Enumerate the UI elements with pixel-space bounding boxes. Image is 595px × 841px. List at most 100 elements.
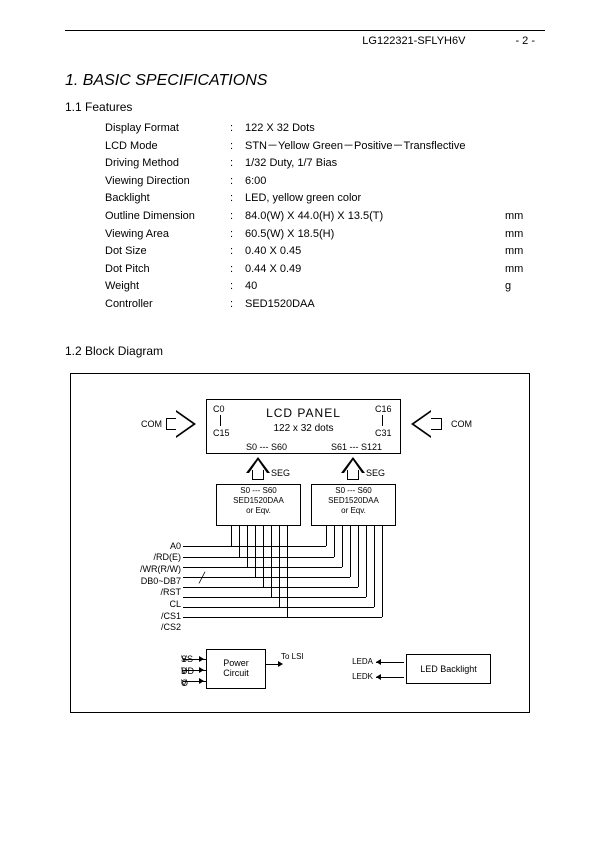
features-table: Display Format:122 X 32 DotsLCD Mode:STN… [105, 120, 545, 314]
feature-label: Backlight [105, 190, 230, 208]
signal-label: DB0~DB7 [131, 576, 181, 588]
signal-label: CL [131, 599, 181, 611]
com-right-label: COM [451, 419, 472, 429]
arrow-icon [199, 667, 204, 673]
feature-value: 6:00 [245, 173, 505, 191]
feature-colon: : [230, 120, 245, 138]
feature-row: Driving Method:1/32 Duty, 1/7 Bias [105, 155, 545, 173]
lcd-c31: C31 [375, 428, 392, 438]
lcd-c0: C0 [213, 404, 225, 414]
com-arrow-right-head [411, 410, 431, 438]
ctrl2-s: S0 --- S60 [312, 486, 395, 496]
bus-slash-icon: ╱ [199, 573, 205, 584]
feature-row: Display Format:122 X 32 Dots [105, 120, 545, 138]
feature-label: Controller [105, 296, 230, 314]
lcd-panel-sub: 122 x 32 dots [207, 423, 400, 434]
feature-label: Viewing Direction [105, 173, 230, 191]
seg-label-1: SEG [271, 468, 290, 478]
signal-label: /RD(E) [131, 552, 181, 564]
feature-value: 40 [245, 278, 505, 296]
header-part-number: LG122321-SFLYH6V [362, 35, 465, 47]
lcd-c15: C15 [213, 428, 230, 438]
ctrl2-name: SED1520DAA [312, 496, 395, 506]
feature-colon: : [230, 138, 245, 156]
feature-unit [505, 138, 545, 156]
feature-row: Dot Pitch:0.44 X 0.49mm [105, 261, 545, 279]
power-circuit-box: Power Circuit [206, 649, 266, 689]
feature-unit: g [505, 278, 545, 296]
signal-label: A0 [131, 541, 181, 553]
power-label-1: Power [207, 658, 265, 669]
feature-colon: : [230, 243, 245, 261]
block-diagram-heading: 1.2 Block Diagram [65, 344, 545, 358]
feature-colon: : [230, 296, 245, 314]
feature-value: 0.44 X 0.49 [245, 261, 505, 279]
feature-label: Weight [105, 278, 230, 296]
feature-colon: : [230, 278, 245, 296]
ctrl1-name: SED1520DAA [217, 496, 300, 506]
feature-value: STN－Yellow Green－Positive－Transflective [245, 138, 505, 156]
seg-arrow-2-stem [347, 470, 359, 480]
feature-unit [505, 120, 545, 138]
signal-label: /CS1 [131, 611, 181, 623]
com-left-label: COM [141, 419, 162, 429]
feature-unit: mm [505, 226, 545, 244]
feature-value: LED, yellow green color [245, 190, 505, 208]
ctrl1-s: S0 --- S60 [217, 486, 300, 496]
feature-row: Viewing Direction:6:00 [105, 173, 545, 191]
feature-colon: : [230, 208, 245, 226]
signal-labels: A0/RD(E)/WR(R/W)DB0~DB7/RSTCL/CS1/CS2 [131, 541, 181, 635]
feature-value: 84.0(W) X 44.0(H) X 13.5(T) [245, 208, 505, 226]
feature-unit [505, 190, 545, 208]
feature-value: 1/32 Duty, 1/7 Bias [245, 155, 505, 173]
feature-label: Dot Size [105, 243, 230, 261]
feature-label: Outline Dimension [105, 208, 230, 226]
feature-value: 60.5(W) X 18.5(H) [245, 226, 505, 244]
feature-colon: : [230, 155, 245, 173]
led-backlight-label: LED Backlight [420, 664, 477, 674]
feature-row: LCD Mode:STN－Yellow Green－Positive－Trans… [105, 138, 545, 156]
arrow-icon [199, 656, 204, 662]
feature-label: LCD Mode [105, 138, 230, 156]
feature-row: Viewing Area:60.5(W) X 18.5(H)mm [105, 226, 545, 244]
divider [382, 415, 383, 426]
feature-unit: mm [505, 261, 545, 279]
feature-row: Weight:40g [105, 278, 545, 296]
block-diagram: LCD PANEL 122 x 32 dots C0 C15 C16 C31 S… [70, 373, 530, 713]
ledk-label: LEDK [343, 672, 373, 681]
header-page-number: - 2 - [515, 35, 535, 47]
feature-label: Viewing Area [105, 226, 230, 244]
seg-arrow-1-stem [252, 470, 264, 480]
feature-label: Driving Method [105, 155, 230, 173]
feature-row: Backlight:LED, yellow green color [105, 190, 545, 208]
arrow-icon [376, 659, 381, 665]
feature-colon: : [230, 226, 245, 244]
section-title: 1. BASIC SPECIFICATIONS [65, 72, 545, 90]
ctrl1-eqv: or Eqv. [217, 506, 300, 516]
feature-value: SED1520DAA [245, 296, 505, 314]
feature-unit [505, 173, 545, 191]
feature-colon: : [230, 261, 245, 279]
feature-unit: mm [505, 208, 545, 226]
controller-1-box: S0 --- S60 SED1520DAA or Eqv. [216, 484, 301, 526]
arrow-icon [278, 661, 283, 667]
feature-row: Outline Dimension:84.0(W) X 44.0(H) X 13… [105, 208, 545, 226]
controller-2-box: S0 --- S60 SED1520DAA or Eqv. [311, 484, 396, 526]
feature-colon: : [230, 173, 245, 191]
feature-value: 0.40 X 0.45 [245, 243, 505, 261]
signal-label: /CS2 [131, 622, 181, 634]
to-lsi-label: To LSI [281, 652, 304, 661]
leda-label: LEDA [343, 657, 373, 666]
signal-label: /WR(R/W) [131, 564, 181, 576]
feature-unit: mm [505, 243, 545, 261]
arrow-icon [199, 678, 204, 684]
ctrl2-eqv: or Eqv. [312, 506, 395, 516]
seg-label-2: SEG [366, 468, 385, 478]
lcd-s0-60: S0 --- S60 [246, 442, 287, 452]
feature-label: Display Format [105, 120, 230, 138]
arrow-icon [376, 674, 381, 680]
feature-label: Dot Pitch [105, 261, 230, 279]
divider [220, 415, 221, 426]
feature-row: Controller:SED1520DAA [105, 296, 545, 314]
power-label-2: Circuit [207, 668, 265, 679]
